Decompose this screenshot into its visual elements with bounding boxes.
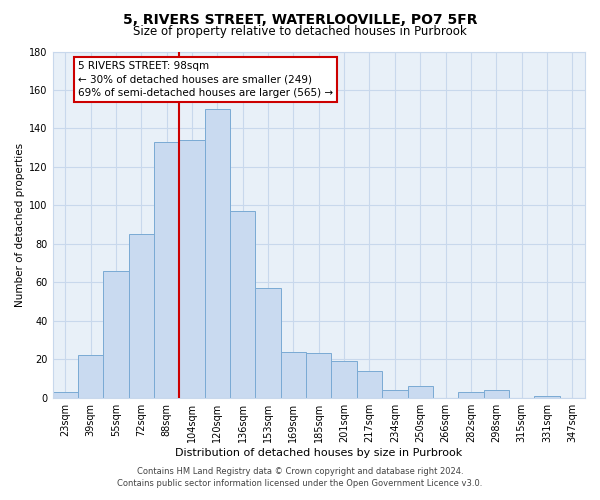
Bar	[103, 271, 128, 398]
Text: 5 RIVERS STREET: 98sqm
← 30% of detached houses are smaller (249)
69% of semi-de: 5 RIVERS STREET: 98sqm ← 30% of detached…	[78, 61, 333, 98]
Bar	[179, 140, 205, 398]
Text: Contains HM Land Registry data © Crown copyright and database right 2024.
Contai: Contains HM Land Registry data © Crown c…	[118, 466, 482, 487]
Y-axis label: Number of detached properties: Number of detached properties	[15, 142, 25, 306]
Bar	[484, 390, 509, 398]
Bar	[230, 211, 256, 398]
X-axis label: Distribution of detached houses by size in Purbrook: Distribution of detached houses by size …	[175, 448, 463, 458]
Bar	[53, 392, 78, 398]
Bar	[331, 361, 357, 398]
Bar	[534, 396, 560, 398]
Bar	[357, 371, 382, 398]
Bar	[256, 288, 281, 398]
Text: 5, RIVERS STREET, WATERLOOVILLE, PO7 5FR: 5, RIVERS STREET, WATERLOOVILLE, PO7 5FR	[123, 12, 477, 26]
Bar	[306, 354, 331, 398]
Bar	[205, 109, 230, 398]
Bar	[78, 356, 103, 398]
Bar	[154, 142, 179, 398]
Bar	[281, 352, 306, 398]
Text: Size of property relative to detached houses in Purbrook: Size of property relative to detached ho…	[133, 25, 467, 38]
Bar	[458, 392, 484, 398]
Bar	[382, 390, 407, 398]
Bar	[128, 234, 154, 398]
Bar	[407, 386, 433, 398]
